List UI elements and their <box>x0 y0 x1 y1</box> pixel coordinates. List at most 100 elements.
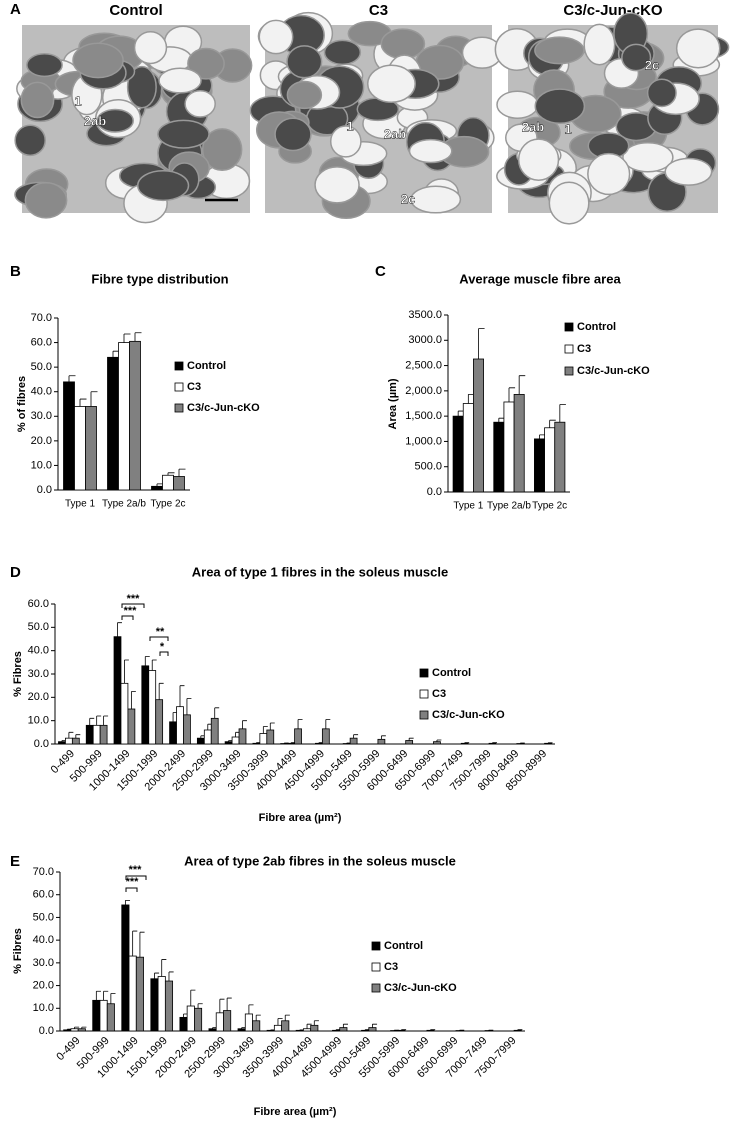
error-bar <box>219 998 225 1013</box>
significance-bracket <box>121 615 134 620</box>
bar <box>252 1020 261 1032</box>
bar <box>85 406 97 491</box>
panel-letter: E <box>10 853 20 870</box>
bar <box>493 421 505 493</box>
fibre <box>158 67 202 94</box>
error-bar <box>478 328 485 359</box>
fibre <box>286 80 323 110</box>
bar <box>106 1003 115 1032</box>
significance: *** <box>124 605 138 617</box>
y-tick-label: 20.0 <box>33 979 54 991</box>
fibre <box>201 128 243 172</box>
bar <box>237 1028 246 1032</box>
error-bar <box>518 375 526 395</box>
y-tick-label: 70.0 <box>31 312 52 324</box>
legend-label: C3/c-Jun-cKO <box>384 982 457 994</box>
fibre <box>534 88 586 125</box>
panel-letter: C <box>375 263 386 280</box>
error-bar <box>151 659 157 671</box>
bar <box>99 999 108 1032</box>
bar <box>266 1029 275 1032</box>
chart-title: Average muscle fibre area <box>459 271 621 286</box>
legend-swatch <box>419 710 429 720</box>
error-bar <box>306 1023 312 1029</box>
bar <box>179 1016 188 1032</box>
y-tick-label: 60.0 <box>33 889 54 901</box>
bar <box>129 340 141 491</box>
x-axis-label: Fibre area (µm²) <box>259 812 342 824</box>
error-bar <box>380 735 386 740</box>
significance-bracket <box>125 887 138 892</box>
bar <box>157 976 166 1032</box>
legend-label: Control <box>384 940 423 952</box>
y-tick-label: 50.0 <box>33 911 54 923</box>
bar <box>473 358 484 493</box>
error-bar <box>408 737 414 741</box>
bar <box>203 729 212 745</box>
error-bar <box>89 717 95 726</box>
error-bar <box>68 375 76 382</box>
bar <box>173 476 185 491</box>
error-bar <box>95 990 101 1001</box>
bar <box>462 403 474 493</box>
bar <box>121 904 130 1032</box>
error-bar <box>130 691 136 709</box>
bar <box>273 1024 283 1032</box>
y-tick-label: 500.0 <box>414 461 442 473</box>
error-bar <box>214 707 220 719</box>
bar <box>224 741 233 745</box>
bar <box>231 736 240 745</box>
error-bar <box>144 656 150 666</box>
bar <box>215 1012 224 1032</box>
fibre <box>133 31 168 65</box>
legend-swatch <box>564 322 574 332</box>
panel-letter: B <box>10 263 21 280</box>
bar <box>513 393 525 493</box>
error-bar <box>430 1029 436 1031</box>
fibre <box>534 36 585 65</box>
error-bar <box>401 1029 407 1031</box>
error-bar <box>68 731 74 739</box>
legend-label: C3 <box>577 343 591 355</box>
y-tick-label: 70.0 <box>33 866 54 878</box>
significance-bracket <box>125 875 147 880</box>
fibre <box>410 185 462 214</box>
fibre <box>548 181 590 225</box>
panel-letter: A <box>10 1 21 18</box>
fibre <box>587 152 631 196</box>
bar <box>452 415 464 493</box>
bar <box>155 699 164 745</box>
error-bar <box>103 990 109 1001</box>
x-tick-label: Type 2c <box>532 501 567 512</box>
error-bar <box>549 419 556 428</box>
y-tick-label: 3000.0 <box>408 334 442 346</box>
legend-label: Control <box>577 321 616 333</box>
y-tick-label: 20.0 <box>28 691 49 703</box>
y-tick-label: 50.0 <box>31 361 52 373</box>
bar <box>426 1029 435 1032</box>
y-tick-label: 10.0 <box>31 459 52 471</box>
bar <box>332 1029 341 1032</box>
legend-label: C3/c-Jun-cKO <box>187 402 260 414</box>
bar <box>148 670 157 745</box>
error-bar <box>297 719 303 729</box>
bar <box>368 1027 377 1032</box>
bar <box>259 733 268 745</box>
bar <box>244 1013 253 1032</box>
bar <box>128 955 137 1032</box>
legend-swatch <box>174 382 184 392</box>
bar <box>315 742 323 745</box>
fibre <box>664 157 713 186</box>
y-tick-label: 60.0 <box>31 336 52 348</box>
x-tick-label: Type 1 <box>65 499 95 510</box>
bar <box>135 956 144 1032</box>
error-bar <box>284 1014 290 1021</box>
fibre <box>26 53 63 78</box>
error-bar <box>277 1018 283 1026</box>
legend-label: C3 <box>187 381 201 393</box>
y-tick-label: 2,000.0 <box>405 385 442 397</box>
bar <box>361 1029 370 1032</box>
significance: ** <box>156 626 165 638</box>
bar <box>488 742 497 745</box>
bar <box>310 1024 319 1032</box>
